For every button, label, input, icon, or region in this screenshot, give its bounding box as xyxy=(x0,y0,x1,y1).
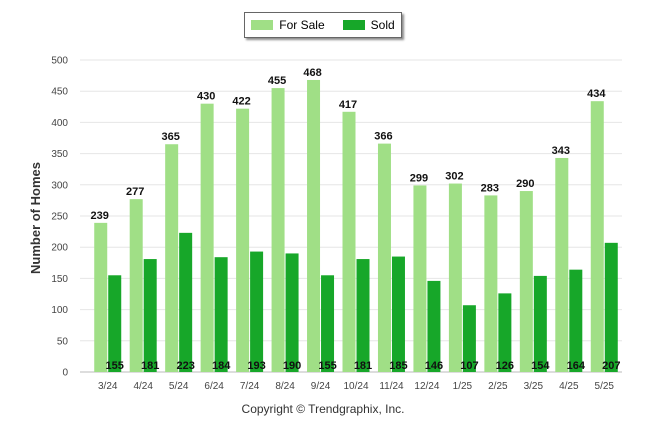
data-label-sold-3/25: 154 xyxy=(531,360,550,372)
bar-for-sale-2/25 xyxy=(484,195,498,372)
x-tick-label: 8/24 xyxy=(275,381,295,392)
bar-for-sale-8/24 xyxy=(271,88,285,372)
y-tick-label: 250 xyxy=(51,212,68,223)
bar-for-sale-3/24 xyxy=(94,222,108,372)
data-label-for-sale-12/24: 299 xyxy=(410,172,428,184)
bar-for-sale-4/24 xyxy=(129,199,143,372)
y-tick-label: 500 xyxy=(51,56,68,67)
data-label-sold-11/24: 185 xyxy=(389,360,407,372)
y-tick-label: 100 xyxy=(51,305,68,316)
legend-swatch-for-sale xyxy=(251,20,274,30)
y-tick-label: 300 xyxy=(51,180,68,191)
data-label-for-sale-3/25: 290 xyxy=(516,178,534,190)
bar-sold-8/24 xyxy=(285,253,299,372)
data-label-sold-1/25: 107 xyxy=(460,360,478,372)
bar-sold-12/24 xyxy=(427,280,441,372)
data-label-sold-5/25: 207 xyxy=(602,360,620,372)
data-label-for-sale-4/24: 277 xyxy=(126,186,144,198)
bar-sold-6/24 xyxy=(214,257,228,372)
legend-item-for-sale: For Sale xyxy=(251,18,325,32)
bar-sold-1/25 xyxy=(462,305,476,372)
x-tick-label: 10/24 xyxy=(343,381,368,392)
y-axis-label: Number of Homes xyxy=(28,162,43,274)
data-label-sold-10/24: 181 xyxy=(354,360,372,372)
x-tick-label: 6/24 xyxy=(204,381,224,392)
y-tick-label: 400 xyxy=(51,118,68,129)
bar-for-sale-9/24 xyxy=(307,79,321,372)
y-tick-label: 150 xyxy=(51,274,68,285)
data-label-sold-3/24: 155 xyxy=(106,360,124,372)
x-tick-label: 3/25 xyxy=(524,381,544,392)
x-tick-label: 11/24 xyxy=(379,381,404,392)
data-label-for-sale-3/24: 239 xyxy=(91,210,109,222)
bar-for-sale-5/25 xyxy=(590,101,604,373)
data-label-for-sale-5/24: 365 xyxy=(161,131,179,143)
x-tick-label: 4/25 xyxy=(559,381,579,392)
data-label-for-sale-8/24: 455 xyxy=(268,75,286,87)
data-label-for-sale-2/25: 283 xyxy=(481,182,499,194)
legend-label-for-sale: For Sale xyxy=(279,18,325,32)
x-tick-label: 4/24 xyxy=(133,381,153,392)
y-tick-label: 0 xyxy=(62,368,68,379)
data-label-sold-8/24: 190 xyxy=(283,360,301,372)
y-tick-label: 450 xyxy=(51,87,68,98)
x-tick-label: 7/24 xyxy=(240,381,260,392)
bar-sold-5/24 xyxy=(179,232,193,372)
bar-sold-7/24 xyxy=(250,251,264,372)
y-tick-label: 50 xyxy=(57,336,69,347)
x-tick-label: 5/25 xyxy=(595,381,615,392)
y-tick-label: 200 xyxy=(51,243,68,254)
data-label-for-sale-7/24: 422 xyxy=(232,96,250,108)
bar-for-sale-6/24 xyxy=(200,103,214,373)
bar-sold-5/25 xyxy=(604,242,618,372)
data-label-sold-5/24: 223 xyxy=(176,360,194,372)
bar-sold-4/24 xyxy=(143,259,157,372)
bar-sold-4/25 xyxy=(569,269,583,372)
bar-for-sale-1/25 xyxy=(448,183,462,372)
y-tick-label: 350 xyxy=(51,149,68,160)
bar-for-sale-5/24 xyxy=(165,144,179,372)
data-label-for-sale-10/24: 417 xyxy=(339,99,357,111)
bar-for-sale-10/24 xyxy=(342,111,356,373)
bar-for-sale-3/25 xyxy=(519,191,533,372)
copyright: Copyright © Trendgraphix, Inc. xyxy=(241,402,405,416)
data-label-sold-4/25: 164 xyxy=(567,360,586,372)
x-tick-label: 5/24 xyxy=(169,381,189,392)
data-label-for-sale-11/24: 366 xyxy=(374,131,392,143)
data-label-for-sale-9/24: 468 xyxy=(303,67,321,79)
x-tick-label: 2/25 xyxy=(488,381,508,392)
data-label-for-sale-1/25: 302 xyxy=(445,171,463,183)
data-label-sold-7/24: 193 xyxy=(247,360,265,372)
data-label-for-sale-6/24: 430 xyxy=(197,91,215,103)
data-label-sold-2/25: 126 xyxy=(496,360,514,372)
data-label-for-sale-5/25: 434 xyxy=(587,88,606,100)
x-tick-label: 1/25 xyxy=(453,381,473,392)
x-tick-label: 9/24 xyxy=(311,381,331,392)
bar-for-sale-4/25 xyxy=(555,157,569,372)
legend: For Sale Sold xyxy=(244,12,402,38)
data-label-sold-12/24: 146 xyxy=(425,360,443,372)
bar-for-sale-7/24 xyxy=(236,108,250,372)
bar-sold-3/25 xyxy=(533,275,547,372)
bar-sold-11/24 xyxy=(391,256,405,372)
x-tick-label: 12/24 xyxy=(414,381,439,392)
bar-for-sale-12/24 xyxy=(413,185,427,372)
data-label-for-sale-4/25: 343 xyxy=(552,145,570,157)
data-label-sold-4/24: 181 xyxy=(141,360,159,372)
x-tick-label: 3/24 xyxy=(98,381,118,392)
bar-for-sale-11/24 xyxy=(377,143,391,372)
bar-sold-9/24 xyxy=(321,275,335,372)
legend-item-sold: Sold xyxy=(342,18,395,32)
legend-swatch-sold xyxy=(342,20,365,30)
bar-sold-2/25 xyxy=(498,293,512,372)
legend-label-sold: Sold xyxy=(370,18,395,32)
data-label-sold-9/24: 155 xyxy=(318,360,336,372)
bar-sold-10/24 xyxy=(356,259,370,372)
data-label-sold-6/24: 184 xyxy=(212,360,231,372)
bar-sold-3/24 xyxy=(108,275,122,372)
